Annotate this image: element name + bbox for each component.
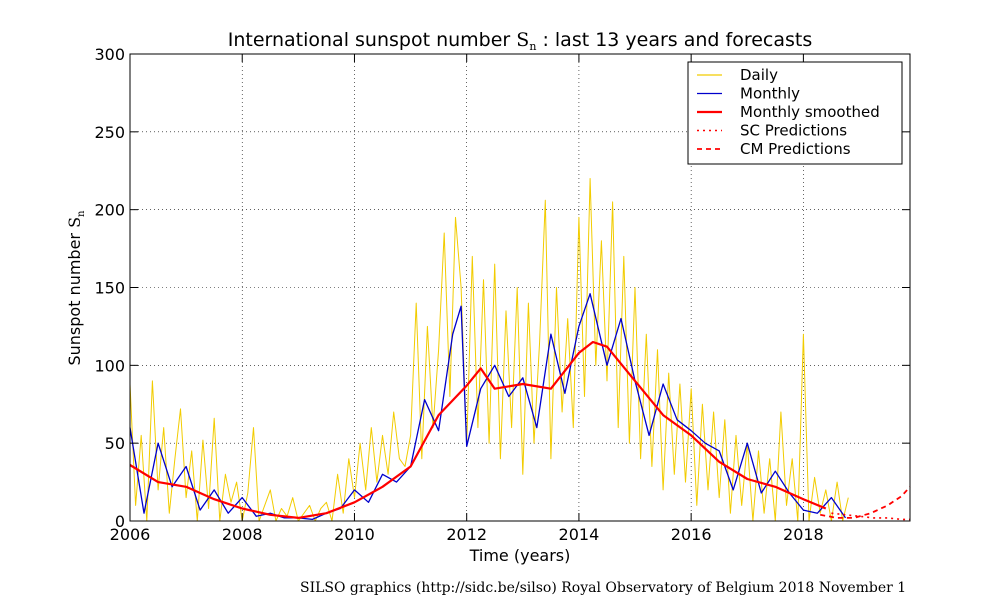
legend-label: Daily [740,66,778,84]
series-line-daily [129,178,849,522]
series-layer [129,178,911,522]
y-tick-label: 100 [94,356,125,375]
series-line-sc-predictions [831,512,910,521]
series-line-monthly-smoothed [129,340,827,520]
legend-label: Monthly [740,85,800,103]
x-tick-label: 2006 [110,525,151,544]
chart-title: International sunspot number Sn : last 1… [228,29,813,53]
sunspot-chart: 2006 2008 2010 2012 2014 2016 2018 0 50 100 150 200… [65,29,911,565]
ticks: 2006 2008 2010 2012 2014 2016 2018 0 50 100 150 200… [94,45,910,544]
legend-box [687,61,903,165]
legend-label: CM Predictions [740,140,851,158]
x-tick-label: 2012 [446,525,487,544]
y-tick-label: 0 [115,512,125,531]
x-tick-label: 2008 [222,525,263,544]
credit-line: SILSO graphics (http://sidc.be/silso) Ro… [300,580,907,596]
x-tick-label: 2010 [334,525,375,544]
legend-label: SC Predictions [740,122,847,140]
x-tick-label: 2014 [559,525,600,544]
y-axis-label: Sunspot number Sn [65,210,87,366]
y-tick-label: 50 [105,434,125,453]
y-tick-label: 250 [94,123,125,142]
x-axis-label: Time (years) [469,546,571,565]
legend-label: Monthly smoothed [740,103,880,121]
y-tick-label: 150 [94,279,125,298]
x-tick-label: 2016 [671,525,712,544]
y-tick-label: 300 [94,45,125,64]
y-tick-label: 200 [94,201,125,220]
x-tick-label: 2018 [783,525,824,544]
